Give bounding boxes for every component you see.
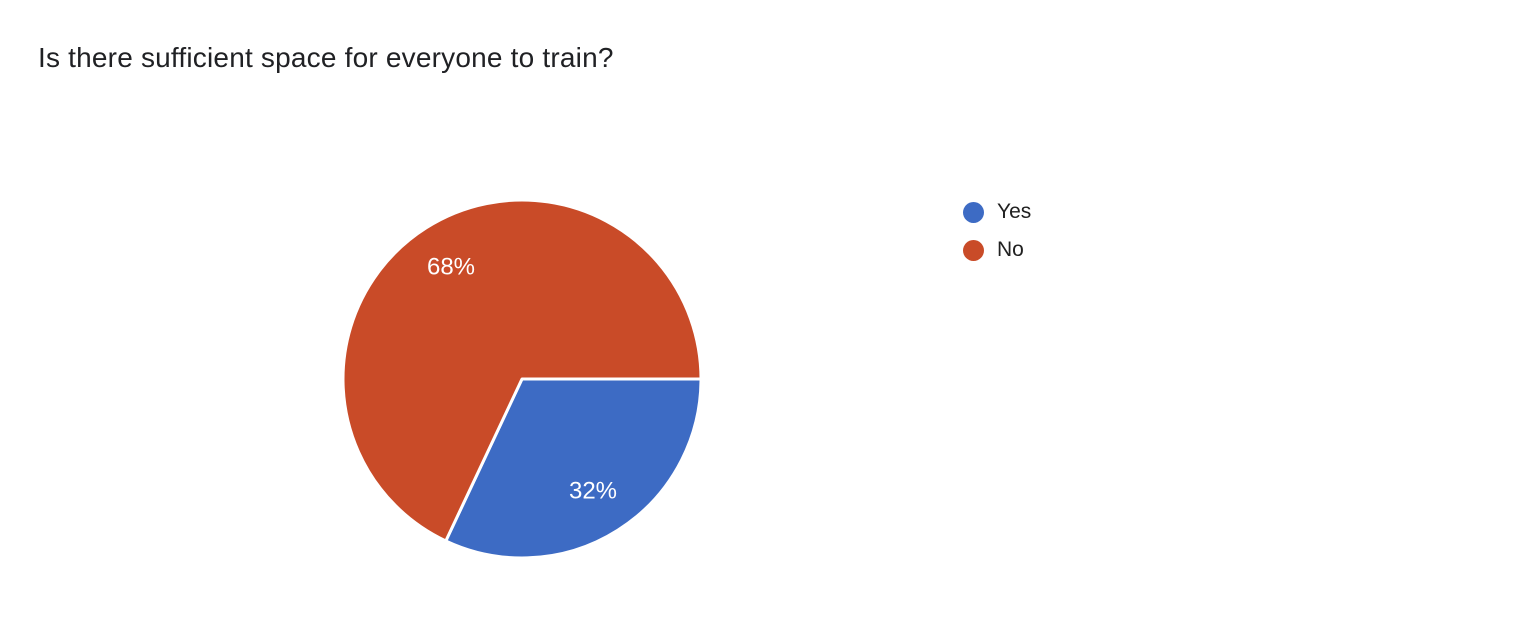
pie-slice-yes[interactable] xyxy=(444,377,703,560)
slice-label-no: 68% xyxy=(427,254,475,281)
legend: Yes No xyxy=(963,199,1031,275)
legend-label-yes: Yes xyxy=(997,200,1032,223)
chart-title: Is there sufficient space for everyone t… xyxy=(38,42,614,73)
legend-swatch-no-icon xyxy=(963,239,984,261)
pie-chart: 32% 68% xyxy=(341,198,703,560)
legend-label-no: No xyxy=(997,238,1024,261)
legend-swatch-yes-icon xyxy=(963,201,984,223)
slice-label-yes: 32% xyxy=(569,477,617,504)
pie-slice-no[interactable] xyxy=(341,198,703,543)
legend-item-no: No xyxy=(963,237,1031,263)
legend-item-yes: Yes xyxy=(963,199,1031,225)
